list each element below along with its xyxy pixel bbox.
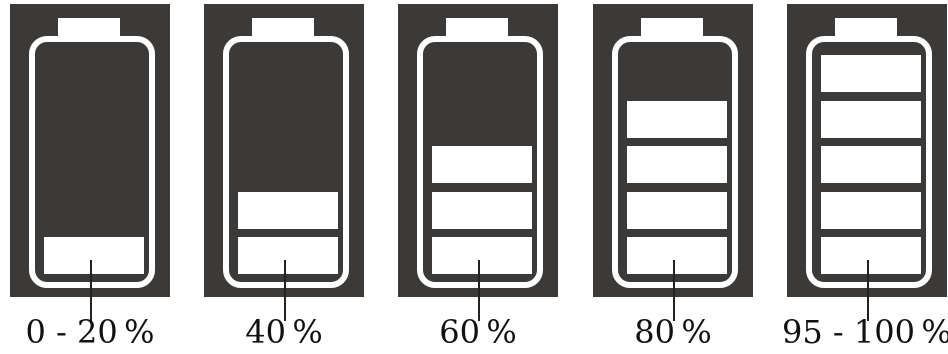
- battery-panel-1: [10, 4, 170, 297]
- battery-terminal: [641, 18, 703, 36]
- battery-level-label: 60 %: [439, 313, 517, 351]
- battery-panel-3: [398, 4, 558, 297]
- battery-fill-segment: [430, 235, 534, 276]
- leader-line: [673, 260, 675, 321]
- battery-fill-segment: [819, 189, 923, 231]
- leader-line: [90, 260, 92, 321]
- battery-fill-segment: [819, 235, 923, 276]
- battery-terminal: [835, 18, 897, 36]
- battery-icon: [223, 36, 349, 288]
- battery-panel-4: [593, 4, 753, 297]
- battery-fill-segment: [819, 98, 923, 140]
- battery-cells: [812, 42, 926, 282]
- battery-level-label: 95 - 100 %: [782, 313, 948, 351]
- battery-icon: [29, 36, 155, 288]
- battery-terminal: [252, 18, 314, 36]
- battery-fill-segment: [625, 98, 729, 140]
- battery-fill-segment: [430, 189, 534, 231]
- battery-icon: [417, 36, 543, 288]
- battery-fill-segment: [625, 235, 729, 276]
- battery-terminal: [58, 18, 120, 36]
- battery-icon: [806, 36, 932, 288]
- leader-line: [867, 260, 869, 321]
- battery-panel-2: [204, 4, 364, 297]
- battery-cells: [618, 42, 732, 282]
- battery-cells: [423, 42, 537, 282]
- battery-fill-segment: [42, 235, 146, 276]
- battery-fill-segment: [236, 189, 340, 231]
- battery-level-label: 80 %: [634, 313, 712, 351]
- battery-terminal: [446, 18, 508, 36]
- leader-line: [478, 260, 480, 321]
- battery-cells: [35, 42, 149, 282]
- battery-fill-segment: [819, 53, 923, 94]
- battery-panel-5: [787, 4, 947, 297]
- battery-cells: [229, 42, 343, 282]
- battery-fill-segment: [819, 144, 923, 185]
- battery-fill-segment: [236, 235, 340, 276]
- battery-fill-segment: [625, 144, 729, 185]
- battery-icon: [612, 36, 738, 288]
- battery-fill-segment: [430, 144, 534, 185]
- battery-fill-segment: [625, 189, 729, 231]
- battery-level-label: 0 - 20 %: [25, 313, 155, 351]
- battery-level-label: 40 %: [245, 313, 323, 351]
- leader-line: [284, 260, 286, 321]
